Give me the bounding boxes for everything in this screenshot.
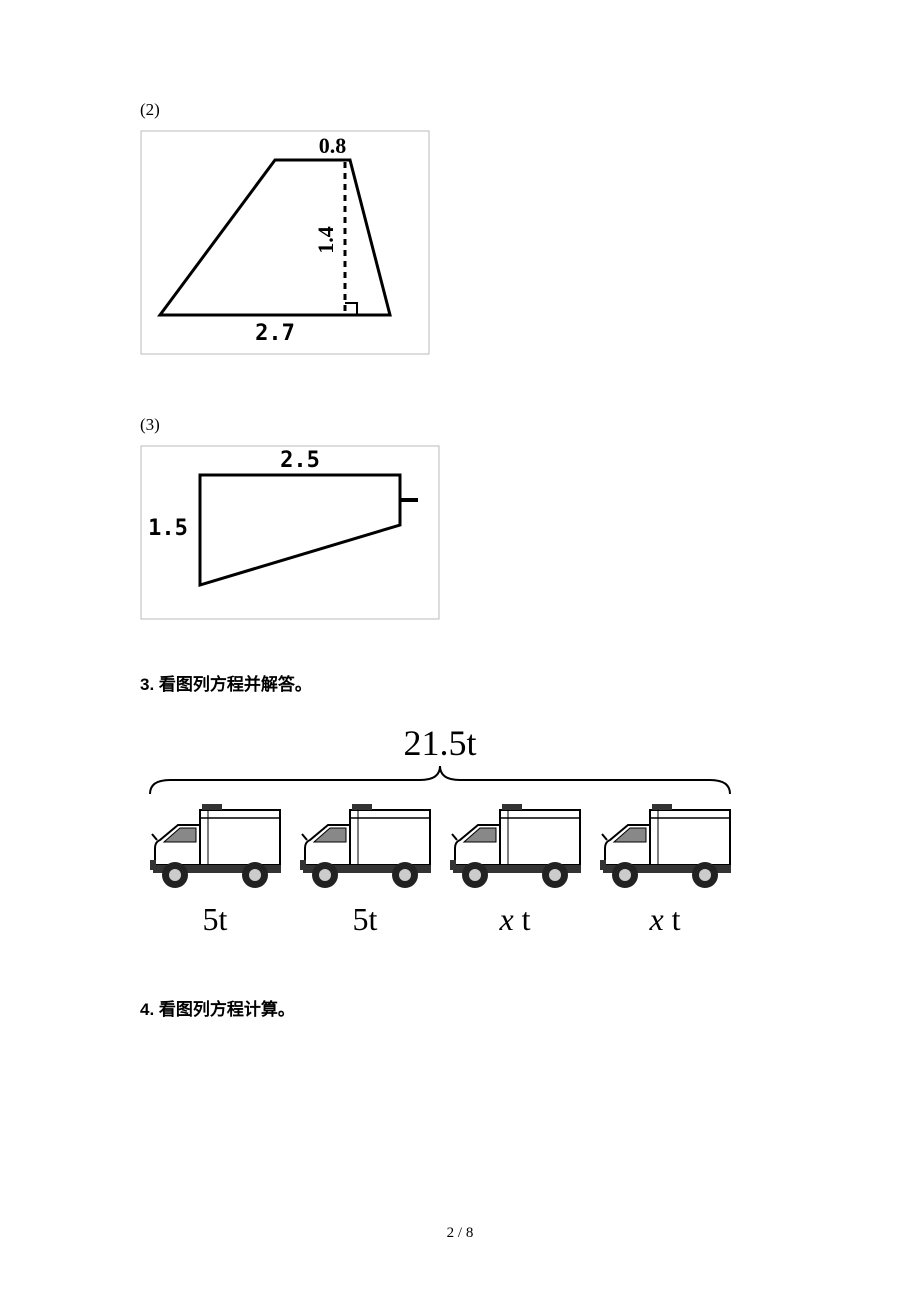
trapezoid-top-label: 0.8 <box>319 133 347 158</box>
quad-height-label: 1.5 <box>148 516 188 541</box>
trapezoid-height-label: 1.4 <box>313 226 338 254</box>
right-angle-marker <box>345 303 357 315</box>
item-3-label: (3) <box>140 415 780 435</box>
question-3-heading: 3. 看图列方程并解答。 <box>140 670 780 695</box>
truck-label-3: x t <box>498 901 530 937</box>
trucks-figure: 21.5t 5t 5t x t x t <box>130 725 750 945</box>
trapezoid-outline <box>160 160 390 315</box>
truck-label-2: 5t <box>353 901 378 937</box>
problem-item-3: (3) 2.5 1.5 <box>140 415 780 620</box>
item-2-label: (2) <box>140 100 780 120</box>
trucks-group <box>150 804 731 888</box>
truck-label-1: 5t <box>203 901 228 937</box>
page-footer: 2 / 8 <box>0 1225 920 1242</box>
quad-figure: 2.5 1.5 <box>140 445 440 620</box>
total-label: 21.5t <box>403 725 476 763</box>
quad-outline <box>200 475 400 585</box>
quad-width-label: 2.5 <box>280 448 320 473</box>
truck-label-4: x t <box>648 901 680 937</box>
trapezoid-figure: 0.8 1.4 2.7 <box>140 130 430 355</box>
question-4-heading: 4. 看图列方程计算。 <box>140 995 780 1020</box>
problem-item-2: (2) 0.8 1.4 2.7 <box>140 100 780 355</box>
curly-brace <box>150 766 730 794</box>
trapezoid-bottom-label: 2.7 <box>255 321 295 346</box>
